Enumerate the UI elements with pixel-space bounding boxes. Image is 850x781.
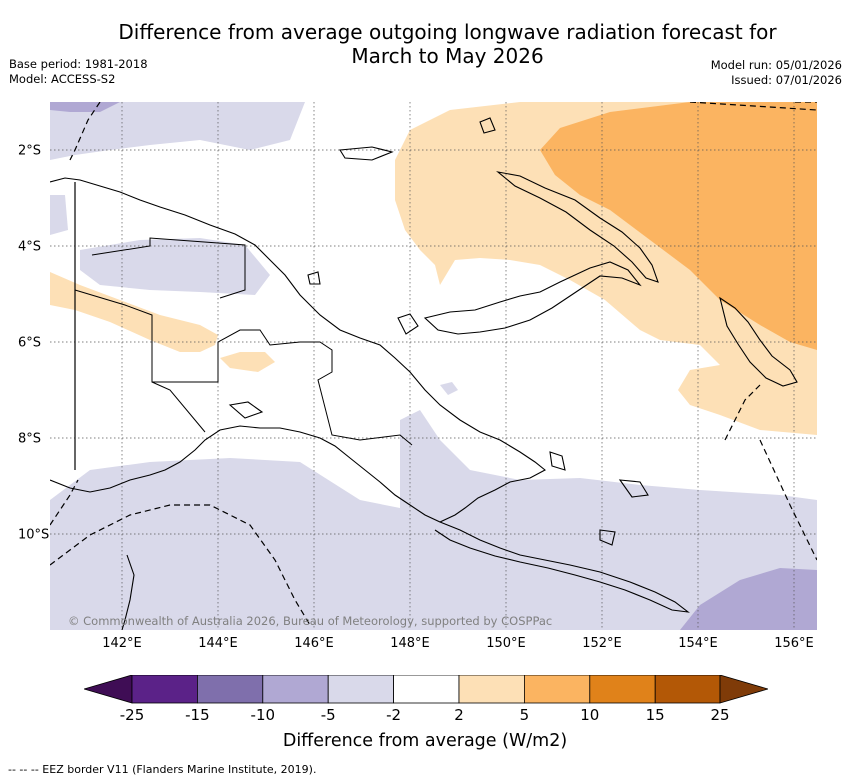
lat-label: 4°S [18,239,42,255]
island-south-1 [549,451,566,471]
base-period: Base period: 1981-2018 [9,57,148,71]
lon-label: 150°E [486,636,526,651]
issued-date: Issued: 07/01/2026 [731,73,842,87]
colorbar-tick: -25 [119,706,145,724]
island-east-2 [599,529,616,546]
colorbar-segment [327,675,394,704]
colorbar-segment [523,675,591,704]
anomaly-region-pos-west [50,272,218,352]
lat-label: 6°S [18,335,42,351]
anomaly-region-neg-south [50,410,817,630]
new-britain-coast [423,261,642,335]
colorbar-tick: 15 [645,706,665,724]
lat-label: 2°S [18,143,42,159]
bougainville-coast [719,296,798,387]
colorbar-tick: 2 [454,706,464,724]
graticule [50,102,817,630]
title-line-1: Difference from average outgoing longwav… [118,20,777,44]
lat-label: 10°S [18,527,50,543]
colorbar-tick: -10 [250,706,276,724]
colorbar-segment [197,675,264,704]
province-border-1 [74,289,413,446]
island-west-2 [307,271,321,285]
lon-label: 156°E [774,636,814,651]
anomaly-region-neg-west [50,195,68,235]
coastlines [50,117,798,630]
title-line-2: March to May 2026 [351,44,544,68]
lat-label: 8°S [18,431,42,447]
colorbar-title: Difference from average (W/m2) [282,731,568,751]
colorbar-segment [84,675,133,704]
island-north-1 [339,146,394,161]
colorbar-tick: -15 [185,706,210,724]
colorbar-segment [654,675,721,704]
eez-borders [50,102,817,626]
colorbar [84,675,768,704]
eez-border-northeast [689,102,817,111]
island-east-1 [618,479,649,498]
colorbar-tick: 5 [519,706,530,724]
colorbar-segment [393,675,460,704]
lon-label: 144°E [198,636,238,651]
colorbar-segment [458,675,525,704]
model-info: Base period: 1981-2018 Model: ACCESS-S2 [9,57,148,87]
anomaly-region-neg-inland [80,238,270,295]
island-west-1 [397,313,419,335]
island-north-2 [479,117,496,134]
anomaly-region-neg-east-spot [440,382,458,395]
model-run-date: Model run: 05/01/2026 [710,58,842,72]
anomaly-region-pos-northeast [540,102,817,350]
run-info: Model run: 05/01/2026 Issued: 07/01/2026 [711,58,842,88]
lon-label: 142°E [102,636,142,651]
island-south-2 [228,401,264,419]
anomaly-region-strong-neg-southeast [680,568,817,630]
lon-label: 148°E [390,636,430,651]
southern-coast-west [121,554,135,630]
eez-legend-note: -- -- -- EEZ border V11 (Flanders Marine… [8,763,317,776]
anomaly-region-neg-north [50,102,305,160]
province-border-2 [151,381,206,433]
lon-label: 146°E [294,636,334,651]
eez-border-east [724,384,761,441]
lon-label: 154°E [678,636,718,651]
eez-border-northwest [69,102,101,161]
colorbar-segment [262,675,329,704]
new-guinea-coastline [50,177,546,523]
eez-border-southeast [759,439,817,561]
anomaly-region-strong-neg-northwest [50,102,120,112]
copyright-notice: © Commonwealth of Australia 2026, Bureau… [68,614,553,628]
eez-border-southwest [50,504,311,626]
colorbar-tick: 10 [580,706,600,724]
new-ireland-coast [496,171,659,283]
colorbar-segment [589,675,656,704]
anomaly-shading [50,102,817,630]
lon-label: 152°E [582,636,622,651]
colorbar-tick: -5 [320,706,336,724]
eez-border-west [50,479,79,526]
anomaly-region-pos-central [220,352,275,372]
colorbar-tick: -2 [386,706,402,724]
southern-peninsula-coast [434,521,690,613]
colorbar-segment [719,675,768,704]
model-name: Model: ACCESS-S2 [9,72,116,86]
province-border-3 [91,237,246,299]
map-title: Difference from average outgoing longwav… [60,20,835,68]
colorbar-tick: 25 [710,706,730,724]
colorbar-segment [131,675,198,704]
